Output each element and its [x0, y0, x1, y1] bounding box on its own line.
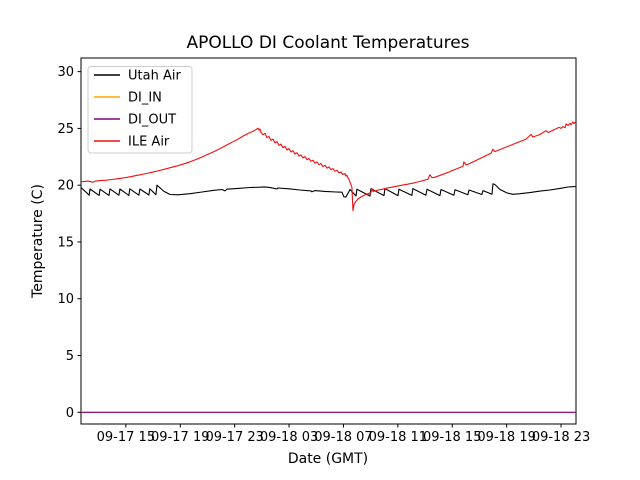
legend-label-di-out: DI_OUT — [128, 113, 176, 128]
x-axis-label: Date (GMT) — [288, 451, 368, 467]
y-tick-label: 25 — [57, 122, 74, 137]
y-tick-label: 10 — [57, 292, 74, 307]
y-tick-label: 0 — [66, 406, 74, 421]
legend-label-ile-air: ILE Air — [128, 135, 170, 150]
chart-title: APOLLO DI Coolant Temperatures — [186, 33, 469, 53]
legend-label-utah-air: Utah Air — [128, 69, 181, 84]
y-tick-label: 15 — [57, 235, 74, 250]
x-tick-label: 09-17 15 — [97, 430, 155, 445]
x-tick-label: 09-18 19 — [477, 430, 535, 445]
legend: Utah Air DI_IN DI_OUT ILE Air — [87, 66, 193, 154]
x-tick-label: 09-17 23 — [205, 430, 263, 445]
x-tick-label: 09-17 19 — [151, 430, 209, 445]
x-tick-label: 09-18 23 — [532, 430, 590, 445]
y-tick-label: 20 — [57, 179, 74, 194]
legend-box — [87, 66, 193, 154]
x-tick-label: 09-18 07 — [314, 430, 372, 445]
y-axis-ticks: 0 5 10 15 20 25 30 — [57, 65, 81, 421]
ile-air-line — [80, 121, 577, 212]
utah-air-line — [80, 183, 577, 198]
x-tick-label: 09-18 15 — [423, 430, 481, 445]
legend-label-di-in: DI_IN — [128, 91, 162, 106]
y-axis-label: Temperature (C) — [30, 184, 46, 299]
plot-area-border — [80, 57, 577, 425]
y-tick-label: 5 — [66, 349, 74, 364]
x-tick-label: 09-18 11 — [369, 430, 427, 445]
y-tick-label: 30 — [57, 65, 74, 80]
x-tick-label: 09-18 03 — [260, 430, 318, 445]
series-lines — [80, 121, 577, 413]
